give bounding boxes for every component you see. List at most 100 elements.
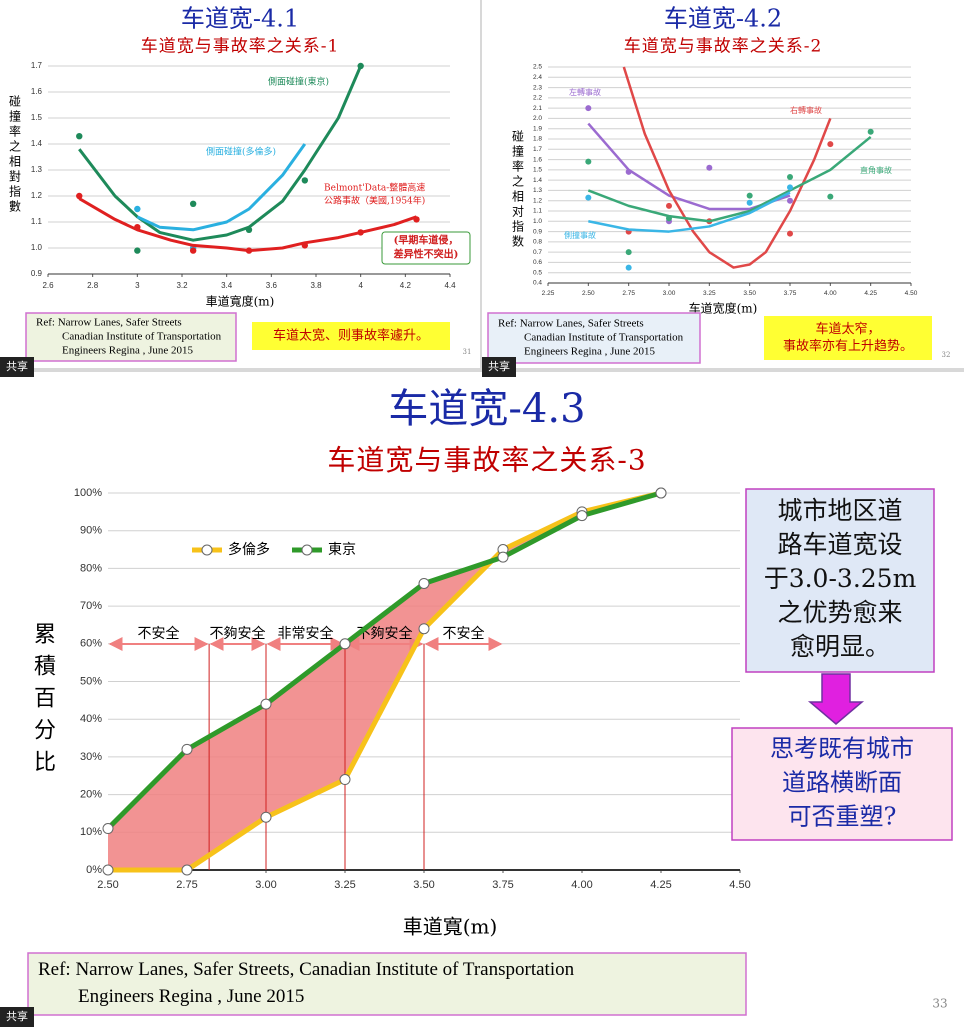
y-tick-label: 1.1	[31, 217, 43, 226]
y-tick-label: 1.8	[533, 136, 542, 143]
data-point	[625, 249, 632, 256]
reference-text: Engineers Regina , June 2015	[78, 986, 304, 1007]
series-label: Belmont'Data-整體高速	[324, 182, 425, 194]
zone-label: 不夠安全	[210, 625, 266, 642]
data-point	[867, 128, 874, 135]
x-tick-label: 3	[135, 281, 140, 290]
x-axis-label: 车道宽度(m)	[689, 301, 758, 316]
annotation-text: (早期车道侵，	[394, 234, 459, 247]
y-tick-label: 10%	[80, 826, 102, 838]
series-label: 左轉事故	[569, 87, 601, 97]
y-tick-label: 0.9	[31, 269, 43, 278]
y-tick-label: 2.1	[533, 105, 542, 112]
x-tick-label: 4.2	[400, 281, 412, 290]
data-point	[666, 202, 672, 209]
x-tick-label: 3.6	[266, 281, 278, 290]
data-point	[585, 194, 592, 201]
note-box	[252, 322, 450, 350]
reference-text: Engineers Regina , June 2015	[62, 345, 194, 357]
y-tick-label: 1.9	[533, 125, 542, 132]
data-point	[134, 224, 141, 231]
x-tick-label: 2.25	[542, 290, 555, 297]
data-point	[245, 226, 253, 233]
data-point	[787, 197, 793, 204]
y-tick-label: 70%	[80, 600, 102, 612]
annotation-box	[381, 231, 471, 265]
y-tick-label: 1.5	[533, 167, 542, 174]
data-point	[787, 230, 793, 237]
between-fill	[108, 493, 661, 870]
slide-subtitle: 车道宽与事故率之关系-1	[141, 37, 340, 57]
reference-text: Ref: Narrow Lanes, Safer Streets, Canadi…	[38, 959, 575, 980]
x-tick-label: 3.25	[703, 290, 716, 297]
y-tick-label: 2.5	[533, 64, 542, 71]
legend-marker	[201, 544, 213, 556]
x-tick-label: 2.8	[87, 281, 99, 290]
slide	[0, 0, 480, 368]
y-tick-label: 1.0	[533, 218, 542, 225]
y-tick-label: 0.4	[533, 280, 542, 287]
data-point	[260, 698, 272, 710]
zone-label: 不安全	[138, 625, 180, 642]
conclusion-text: 路车道宽设	[777, 530, 902, 559]
data-point	[418, 577, 430, 589]
x-tick-label: 3.2	[176, 281, 188, 290]
x-tick-label: 4.4	[444, 281, 456, 290]
series-line	[588, 191, 791, 233]
data-point	[134, 247, 141, 254]
data-point	[189, 200, 197, 207]
page-number: 32	[942, 351, 951, 359]
data-point	[102, 864, 114, 876]
x-tick-label: 4.50	[905, 290, 918, 297]
data-point	[827, 141, 834, 148]
x-tick-label: 4.25	[650, 879, 671, 891]
annotation-text: 差异性不突出)	[394, 248, 459, 261]
x-axis-label: 車道寬度(m)	[206, 294, 275, 309]
x-tick-label: 3.50	[743, 290, 756, 297]
x-tick-label: 2.75	[622, 290, 635, 297]
slide-subtitle: 车道宽与事故率之关系-3	[327, 444, 646, 477]
data-point	[576, 510, 588, 522]
data-point	[787, 174, 793, 181]
data-point	[189, 247, 197, 254]
slide-title: 车道宽-4.3	[388, 386, 585, 432]
conclusion-text: 城市地区道	[777, 496, 902, 525]
badge-bg	[482, 357, 516, 377]
y-axis-label: 累積百分比	[30, 622, 56, 782]
y-tick-label: 0.6	[533, 259, 542, 266]
y-tick-label: 1.2	[533, 197, 542, 204]
y-tick-label: 1.3	[533, 187, 542, 194]
zone-label: 不夠安全	[357, 625, 413, 642]
x-tick-label: 2.6	[42, 281, 54, 290]
data-point	[625, 168, 632, 175]
legend-label: 東京	[328, 542, 356, 558]
data-point	[134, 205, 141, 213]
reference-text: Ref: Narrow Lanes, Safer Streets	[36, 317, 182, 329]
y-tick-label: 100%	[74, 487, 102, 499]
badge-bg	[0, 1007, 34, 1027]
y-axis-label: 碰撞率之相對指數	[8, 95, 22, 215]
zone-label: 非常安全	[278, 625, 334, 642]
x-tick-label: 3.75	[784, 290, 797, 297]
y-tick-label: 1.6	[31, 87, 43, 96]
data-point	[655, 487, 667, 499]
badge-text: 共享	[488, 359, 510, 373]
data-point	[746, 192, 753, 199]
data-point	[260, 811, 272, 823]
y-tick-label: 30%	[80, 751, 102, 763]
reference-text: Canadian Institute of Transportation	[524, 332, 684, 344]
note-text: 车道太窄，	[815, 321, 880, 337]
x-tick-label: 4.00	[571, 879, 592, 891]
series-line	[106, 490, 662, 831]
reference-text: Ref: Narrow Lanes, Safer Streets	[498, 318, 644, 330]
data-point	[827, 193, 834, 200]
slide-subtitle: 车道宽与事故率之关系-2	[624, 37, 823, 57]
y-tick-label: 1.3	[31, 165, 43, 174]
conclusion-text: 于3.0-3.25m	[764, 564, 917, 593]
data-point	[585, 105, 592, 112]
y-tick-label: 1.4	[533, 177, 542, 184]
reference-text: Engineers Regina , June 2015	[524, 346, 656, 358]
x-axis-label: 車道寬(m)	[403, 915, 498, 939]
series-label: 側撞事故	[564, 230, 596, 240]
